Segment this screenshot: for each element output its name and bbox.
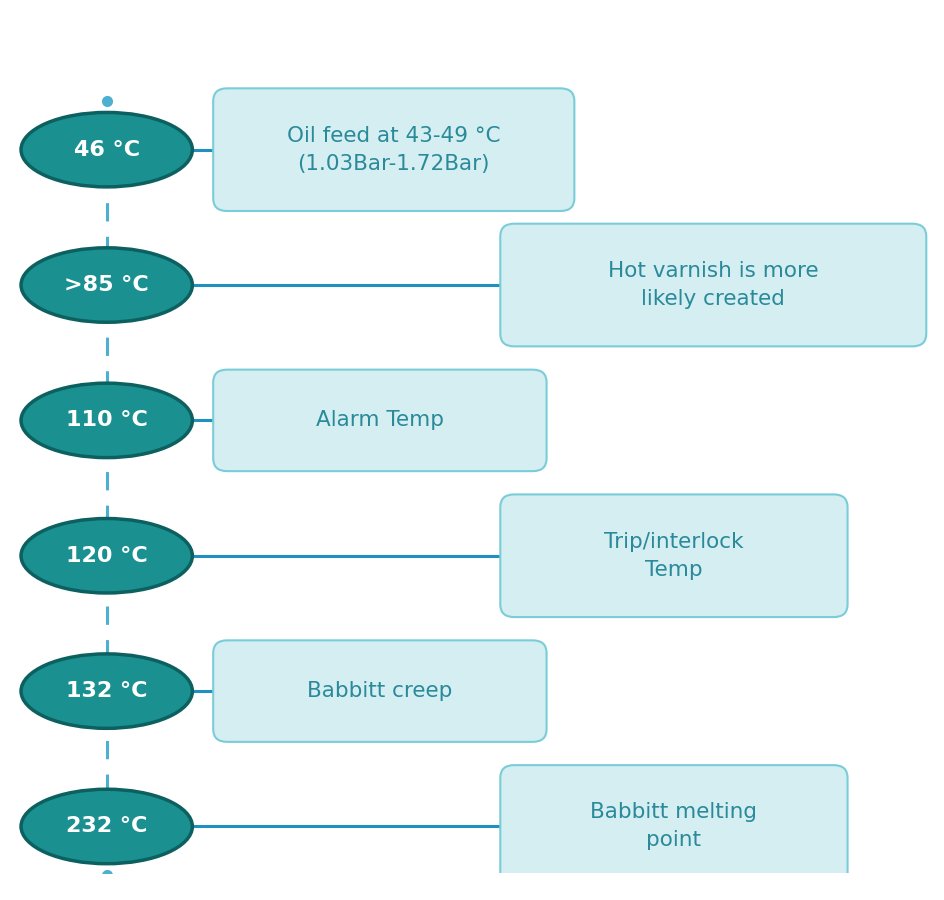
Text: Oil feed at 43-49 °C
(1.03Bar-1.72Bar): Oil feed at 43-49 °C (1.03Bar-1.72Bar)	[287, 126, 500, 174]
Text: >85 °C: >85 °C	[64, 275, 149, 295]
Text: Babbitt creep: Babbitt creep	[307, 681, 452, 701]
Ellipse shape	[21, 654, 193, 728]
FancyBboxPatch shape	[499, 765, 847, 887]
Text: Trip/interlock
Temp: Trip/interlock Temp	[603, 532, 743, 580]
Text: 110 °C: 110 °C	[66, 410, 147, 430]
Ellipse shape	[21, 383, 193, 457]
Ellipse shape	[21, 248, 193, 322]
FancyBboxPatch shape	[499, 494, 847, 617]
Text: 232 °C: 232 °C	[66, 816, 147, 836]
Ellipse shape	[21, 789, 193, 864]
Text: Alarm Temp: Alarm Temp	[315, 410, 444, 430]
Text: Hot varnish is more
likely created: Hot varnish is more likely created	[607, 261, 818, 309]
Ellipse shape	[21, 518, 193, 593]
Ellipse shape	[21, 112, 193, 187]
FancyBboxPatch shape	[499, 224, 925, 346]
Text: Babbitt melting
point: Babbitt melting point	[590, 803, 757, 850]
Text: 132 °C: 132 °C	[66, 681, 147, 701]
FancyBboxPatch shape	[213, 641, 546, 742]
Text: 120 °C: 120 °C	[66, 545, 147, 566]
FancyBboxPatch shape	[213, 88, 574, 211]
Text: 46 °C: 46 °C	[74, 140, 140, 159]
FancyBboxPatch shape	[213, 370, 546, 472]
